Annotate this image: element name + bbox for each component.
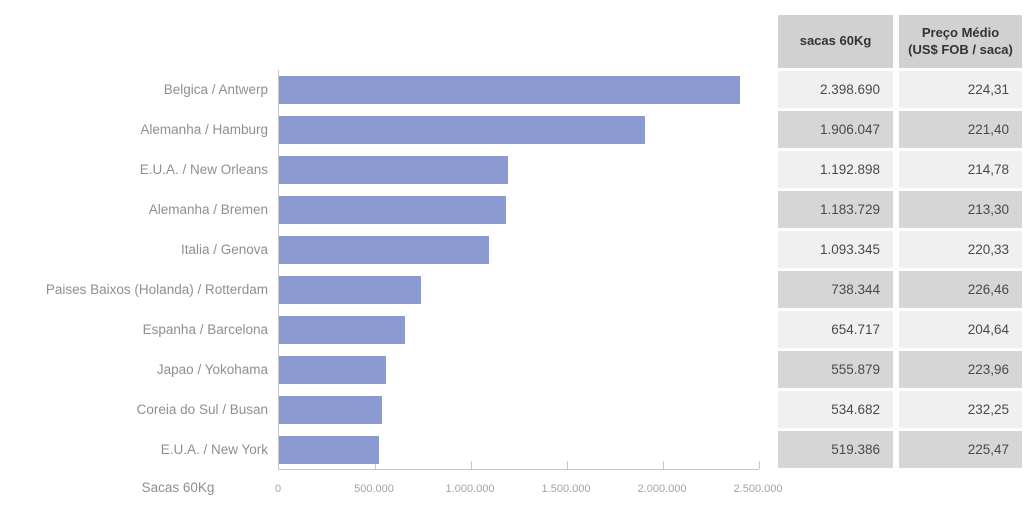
- x-axis-labels: 0 500.000 1.000.000 1.500.000 2.000.000 2.500…: [274, 483, 783, 499]
- table-cell-sacas-row-4: 1.183.729: [778, 191, 893, 228]
- category-label-alemanha-bremen: Alemanha / Bremen: [148, 202, 268, 217]
- x-axis-tick-label: 1.000.000: [445, 483, 495, 495]
- category-label-japao-yokohama: Japao / Yokohama: [156, 362, 268, 377]
- table-cell-preco-row-8: 223,96: [899, 351, 1022, 388]
- data-table: sacas 60Kg Preço Médio (US$ FOB / saca) …: [778, 15, 1022, 468]
- x-axis-tick-label: 0: [274, 483, 282, 495]
- table-cell-sacas-row-2: 1.906.047: [778, 111, 893, 148]
- chart-bar-italia-genova: [279, 236, 489, 264]
- table-cell-sacas-row-6: 738.344: [778, 271, 893, 308]
- table-header-preco-medio: Preço Médio (US$ FOB / saca): [899, 15, 1022, 68]
- bar-chart-plot-area: [278, 70, 760, 470]
- chart-bar-paises-baixos-holanda-rotterdam: [279, 276, 421, 304]
- chart-bar-e-u-a-new-orleans: [279, 156, 509, 184]
- table-header-preco-line2: (US$ FOB / saca): [908, 41, 1013, 57]
- chart-bar-coreia-do-sul-busan: [279, 396, 382, 424]
- table-cell-preco-row-1: 224,31: [899, 71, 1022, 108]
- table-cell-preco-row-7: 204,64: [899, 311, 1022, 348]
- table-cell-preco-row-9: 232,25: [899, 391, 1022, 428]
- table-cell-preco-row-3: 214,78: [899, 151, 1022, 188]
- x-axis-tick: [759, 461, 760, 469]
- table-cell-sacas-row-10: 519.386: [778, 431, 893, 468]
- category-label-coreia-do-sul-busan: Coreia do Sul / Busan: [136, 402, 268, 417]
- x-axis-tick: [375, 461, 376, 469]
- table-cell-preco-row-2: 221,40: [899, 111, 1022, 148]
- chart-bar-e-u-a-new-york: [279, 436, 379, 464]
- table-header-sacas-label: sacas 60Kg: [799, 33, 872, 49]
- table-cell-sacas-row-1: 2.398.690: [778, 71, 893, 108]
- table-cell-preco-row-4: 213,30: [899, 191, 1022, 228]
- table-cell-preco-row-5: 220,33: [899, 231, 1022, 268]
- category-label-paises-baixos-holanda-rotterdam: Paises Baixos (Holanda) / Rotterdam: [45, 282, 268, 297]
- chart-bar-japao-yokohama: [279, 356, 386, 384]
- table-cell-sacas-row-7: 654.717: [778, 311, 893, 348]
- table-cell-sacas-row-5: 1.093.345: [778, 231, 893, 268]
- category-label-e-u-a-new-orleans: E.U.A. / New Orleans: [139, 162, 268, 177]
- chart-bar-alemanha-hamburg: [279, 116, 645, 144]
- category-axis: Belgica / Antwerp Alemanha / Hamburg E.U.A…: [0, 70, 268, 470]
- chart-bar-belgica-antwerp: [279, 76, 740, 104]
- x-axis-tick: [663, 461, 664, 469]
- chart-bar-alemanha-bremen: [279, 196, 507, 224]
- x-axis-tick: [567, 461, 568, 469]
- category-label-alemanha-hamburg: Alemanha / Hamburg: [140, 122, 268, 137]
- x-axis-tick: [471, 461, 472, 469]
- table-header-preco-line1: Preço Médio: [921, 24, 1000, 40]
- category-label-italia-genova: Italia / Genova: [180, 242, 268, 257]
- table-header-sacas: sacas 60Kg: [778, 15, 893, 68]
- table-cell-sacas-row-3: 1.192.898: [778, 151, 893, 188]
- x-axis-tick-label: 1.500.000: [541, 483, 591, 495]
- x-axis-tick-label: 500.000: [354, 483, 394, 495]
- x-axis-tick-label: 2.000.000: [637, 483, 687, 495]
- table-cell-preco-row-6: 226,46: [899, 271, 1022, 308]
- table-cell-preco-row-10: 225,47: [899, 431, 1022, 468]
- table-cell-sacas-row-8: 555.879: [778, 351, 893, 388]
- x-axis-tick-label: 2.500.000: [733, 483, 783, 495]
- chart-bar-espanha-barcelona: [279, 316, 405, 344]
- category-label-e-u-a-new-york: E.U.A. / New York: [160, 442, 268, 457]
- category-label-espanha-barcelona: Espanha / Barcelona: [142, 322, 268, 337]
- x-axis-title: Sacas 60Kg: [141, 480, 215, 495]
- table-cell-sacas-row-9: 534.682: [778, 391, 893, 428]
- category-label-belgica-antwerp: Belgica / Antwerp: [163, 82, 268, 97]
